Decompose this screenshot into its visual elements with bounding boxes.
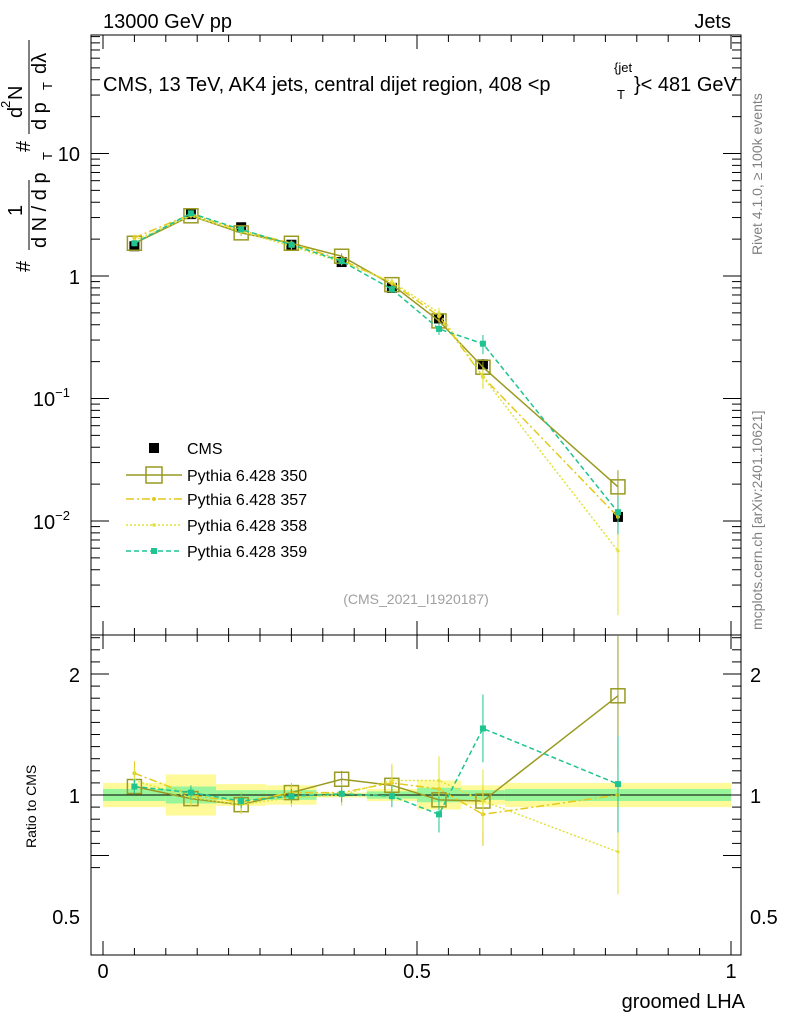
plot-title-sub: T <box>617 87 625 102</box>
bottom-series-layer <box>126 636 626 895</box>
y-tick-label-0.1: 10−1 <box>33 385 70 411</box>
y-label-T-sub: T <box>40 152 55 160</box>
legend-label-357: Pythia 6.428 357 <box>187 492 307 509</box>
ratio-tick-label-right-0.5: 0.5 <box>750 907 778 929</box>
series-pythia-6-428-350 <box>126 208 626 512</box>
point-pythia-6-428-359 <box>238 226 245 233</box>
point-pythia-6-428-358 <box>616 549 620 553</box>
point-pythia-6-428-359 <box>435 811 442 818</box>
x-tick-label-0: 0 <box>97 961 108 983</box>
rivet-label: Rivet 4.1.0, ≥ 100k events <box>749 93 765 255</box>
y-label-dN-over-dpT: d N / d p <box>29 172 51 248</box>
point-pythia-6-428-359 <box>614 781 621 788</box>
point-pythia-6-428-359 <box>131 783 138 790</box>
legend-marker-cms <box>149 443 159 453</box>
y-tick-label-0.01: 10−2 <box>33 508 70 534</box>
x-tick-label-1: 1 <box>725 961 736 983</box>
top-series-layer <box>126 208 626 616</box>
point-pythia-6-428-359 <box>338 790 345 797</box>
point-pythia-6-428-358 <box>390 778 394 783</box>
ratio-tick-label-right-2: 2 <box>750 665 761 687</box>
ratio-tick-label-0.5: 0.5 <box>52 907 80 929</box>
legend-label-350: Pythia 6.428 350 <box>187 468 307 485</box>
point-pythia-6-428-359 <box>288 793 295 800</box>
ratio-tick-label-2: 2 <box>69 665 80 687</box>
plot-title-tail: }< 481 GeV <box>634 74 738 96</box>
legend-marker-350 <box>145 466 163 484</box>
point-pythia-6-428-359 <box>614 509 621 516</box>
y-tick-0.01-exp: −2 <box>55 508 70 523</box>
point-pythia-6-428-359 <box>288 241 295 248</box>
y-label-hash2: # <box>13 140 35 152</box>
legend-label-358: Pythia 6.428 358 <box>187 518 307 535</box>
series-line-pythia-6-428-358 <box>134 215 619 552</box>
point-pythia-6-428-359 <box>238 798 245 805</box>
series-pythia-6-428-359 <box>131 694 621 833</box>
x-tick-labels: 0 0.5 1 <box>97 961 736 983</box>
y-tick-label-10: 10 <box>58 144 80 166</box>
point-pythia-6-428-359 <box>187 789 194 796</box>
point-pythia-6-428-359 <box>479 340 486 347</box>
point-pythia-6-428-359 <box>388 793 395 800</box>
y-tick-0.1-exp: −1 <box>55 385 70 400</box>
ratio-tick-label-right-1: 1 <box>750 786 761 808</box>
point-pythia-6-428-350 <box>610 688 626 704</box>
bottom-y-tick-labels-right: 2 1 0.5 <box>750 665 778 929</box>
point-pythia-6-428-359 <box>479 725 486 732</box>
y-label-dlambda: dλ <box>29 53 51 74</box>
header-right: Jets <box>694 11 731 33</box>
series-line-pythia-6-428-359 <box>134 212 619 513</box>
legend-label-cms: CMS <box>187 441 223 458</box>
y-label-d2N-d: d <box>5 107 27 118</box>
point-pythia-6-428-358 <box>437 778 441 783</box>
plot-title-sup: {jet <box>614 60 632 75</box>
point-pythia-6-428-359 <box>338 258 345 265</box>
mcplots-label: mcplots.cern.ch [arXiv:2401.10621] <box>749 411 765 630</box>
point-pythia-6-428-359 <box>435 325 442 332</box>
y-tick-0.1-base: 10 <box>33 389 55 411</box>
y-label-hash1: # <box>13 260 35 272</box>
point-pythia-6-428-358 <box>616 850 620 854</box>
plot-title: CMS, 13 TeV, AK4 jets, central dijet reg… <box>103 60 738 102</box>
point-pythia-6-428-358 <box>437 311 441 315</box>
bottom-axis-ticks <box>91 635 741 955</box>
y-label-dpT: d p <box>29 102 51 130</box>
point-pythia-6-428-350 <box>233 225 249 241</box>
y-label-d2N-2: 2 <box>0 101 13 108</box>
bottom-y-tick-labels-left: 2 1 0.5 <box>52 665 80 929</box>
legend-marker-359 <box>151 548 157 554</box>
series-pythia-6-428-359 <box>131 210 621 535</box>
point-pythia-6-428-359 <box>187 210 194 217</box>
legend-label-359: Pythia 6.428 359 <box>187 544 307 561</box>
plot-title-main: CMS, 13 TeV, AK4 jets, central dijet reg… <box>103 74 551 96</box>
y-label-T2-sub: T <box>40 82 55 90</box>
ratio-tick-label-1: 1 <box>69 786 80 808</box>
legend-marker-357 <box>152 497 156 501</box>
point-pythia-6-428-358 <box>481 375 485 379</box>
x-axis-label: groomed LHA <box>622 991 746 1013</box>
legend-marker-358 <box>152 523 156 527</box>
y-tick-label-1: 1 <box>69 267 80 289</box>
y-label-d2N-N: N <box>5 86 27 100</box>
point-pythia-6-428-358 <box>390 280 394 284</box>
point-pythia-6-428-359 <box>388 286 395 293</box>
x-tick-label-0.5: 0.5 <box>403 961 431 983</box>
header-left: 13000 GeV pp <box>103 11 232 33</box>
top-axis-ticks <box>91 35 741 635</box>
watermark: (CMS_2021_I1920187) <box>343 591 489 607</box>
point-pythia-6-428-350 <box>610 479 626 495</box>
point-pythia-6-428-359 <box>131 240 138 247</box>
legend: CMS Pythia 6.428 350 Pythia 6.428 357 Py… <box>126 441 307 561</box>
top-y-tick-labels: 10 1 10−1 10−2 <box>33 144 80 534</box>
top-y-axis-label: # 1 d N / d p T # d 2 N d p T dλ <box>0 40 55 272</box>
point-pythia-6-428-358 <box>481 799 485 803</box>
y-label-one: 1 <box>5 205 27 216</box>
bottom-y-axis-label: Ratio to CMS <box>23 765 39 848</box>
y-tick-0.01-base: 10 <box>33 512 55 534</box>
